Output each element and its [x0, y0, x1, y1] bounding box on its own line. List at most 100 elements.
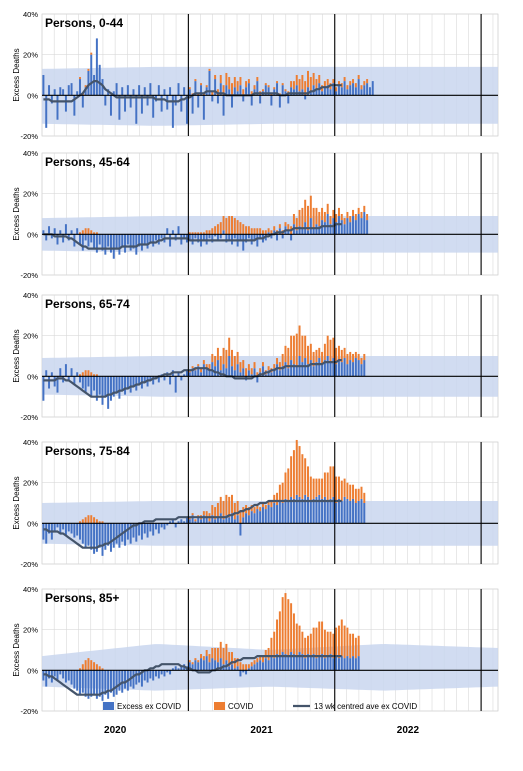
excess-bar	[64, 224, 67, 235]
excess-bar	[354, 220, 357, 235]
excess-bar	[250, 374, 253, 377]
excess-bar	[343, 496, 346, 524]
excess-bar	[194, 521, 197, 524]
panel-title: Persons, 65-74	[45, 297, 130, 311]
excess-bar	[109, 234, 112, 253]
excess-bar	[64, 364, 67, 377]
excess-bar	[93, 75, 96, 96]
excess-bar	[42, 230, 45, 235]
excess-bar	[335, 364, 338, 377]
excess-bar	[107, 234, 110, 247]
covid-bar	[194, 658, 197, 661]
covid-bar	[256, 77, 259, 82]
excess-bar	[267, 660, 270, 671]
excess-bar	[95, 670, 98, 699]
excess-bar	[329, 89, 332, 96]
panel-frame	[41, 152, 499, 276]
covid-bar	[360, 358, 363, 365]
excess-bar	[298, 226, 301, 235]
excess-bar	[250, 95, 253, 106]
excess-bar	[233, 519, 236, 524]
covid-bar	[273, 364, 276, 369]
covid-bar	[343, 347, 346, 359]
covid-bar	[337, 476, 340, 499]
covid-bar	[304, 81, 307, 96]
excess-bar	[228, 234, 231, 241]
covid-bar	[318, 75, 321, 84]
covid-bar	[93, 232, 96, 235]
excess-bar	[118, 234, 121, 255]
excess-bar	[50, 234, 53, 239]
covid-bar	[228, 652, 231, 667]
covid-bar	[211, 505, 214, 516]
excess-bar	[200, 519, 203, 524]
covid-bar	[354, 351, 357, 359]
excess-bar	[256, 662, 259, 671]
covid-bar	[250, 368, 253, 375]
covid-bar	[219, 356, 222, 371]
covid-bar	[239, 77, 242, 86]
excess-bar	[321, 364, 324, 377]
average-line	[43, 359, 342, 398]
covid-bar	[281, 597, 284, 653]
excess-bar	[309, 218, 312, 235]
excess-bar	[329, 498, 332, 524]
excess-bar	[135, 95, 138, 124]
covid-bar	[231, 494, 233, 514]
excess-bar	[67, 85, 70, 96]
covid-bar	[352, 484, 355, 499]
covid-bar	[335, 476, 338, 503]
covid-bar	[200, 232, 203, 235]
covid-bar	[346, 482, 349, 499]
excess-bar	[166, 523, 169, 526]
covid-bar	[278, 224, 281, 229]
covid-bar	[349, 484, 352, 501]
covid-bar	[228, 77, 231, 90]
excess-bar	[278, 370, 281, 377]
y-tick-label: 20%	[23, 479, 38, 488]
covid-bar	[211, 91, 214, 96]
excess-bar	[177, 668, 180, 671]
excess-bar	[197, 517, 200, 524]
covid-bar	[290, 456, 293, 497]
excess-bar	[273, 503, 276, 524]
covid-bar	[343, 478, 346, 497]
covid-bar	[357, 75, 360, 80]
excess-bar	[138, 234, 141, 247]
excess-bar	[138, 670, 141, 683]
excess-bar	[290, 496, 293, 524]
covid-bar	[253, 362, 256, 369]
excess-bar	[146, 95, 149, 106]
y-tick-label: 40%	[23, 438, 38, 447]
excess-bar	[73, 376, 76, 385]
excess-bar	[188, 89, 191, 96]
covid-bar	[349, 216, 352, 223]
excess-bar	[239, 670, 242, 677]
excess-bar	[304, 95, 307, 100]
excess-bar	[304, 494, 307, 524]
covid-bar	[261, 230, 264, 235]
excess-bar	[292, 654, 295, 671]
covid-bar	[233, 218, 236, 235]
excess-bar	[228, 517, 231, 524]
excess-bar	[53, 670, 56, 677]
excess-bar	[93, 376, 96, 391]
excess-bar	[315, 89, 318, 96]
excess-bar	[101, 376, 104, 405]
excess-bar	[352, 362, 355, 377]
excess-bar	[321, 498, 324, 524]
covid-bar	[307, 635, 309, 655]
covid-bar	[276, 619, 279, 655]
covid-bar	[242, 224, 245, 235]
excess-bar	[115, 376, 118, 393]
covid-bar	[332, 337, 335, 359]
excess-bar	[191, 368, 194, 377]
covid-bar	[84, 228, 87, 235]
excess-bar	[281, 85, 284, 96]
excess-bar	[200, 372, 203, 377]
excess-bar	[239, 523, 242, 536]
excess-bar	[216, 517, 219, 524]
covid-bar	[343, 77, 346, 82]
excess-bar	[62, 523, 65, 530]
